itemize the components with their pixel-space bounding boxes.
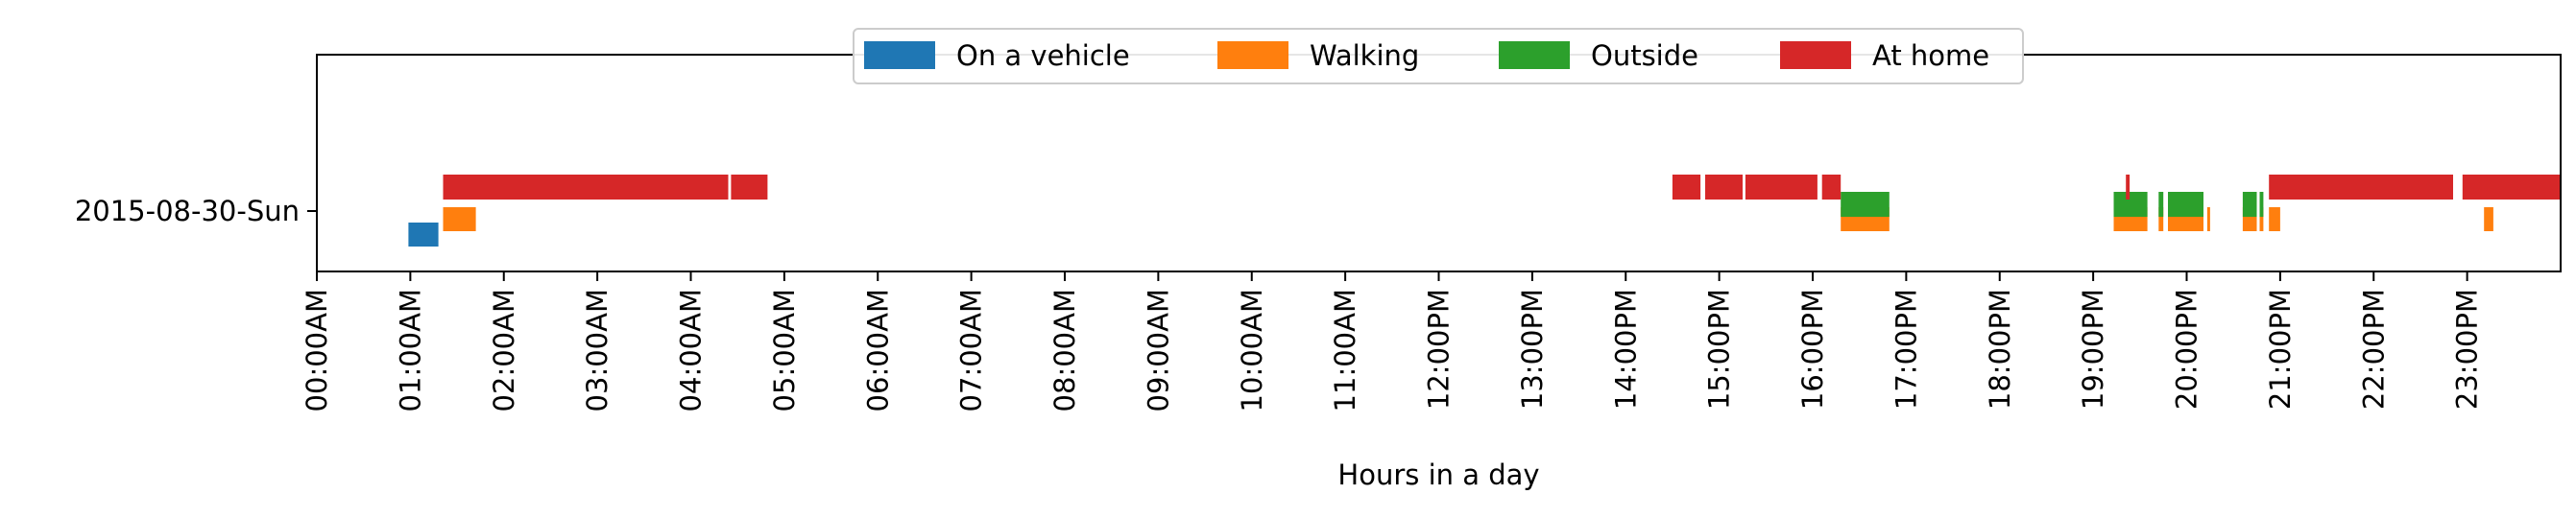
bar-at-home-5: [1821, 175, 1842, 200]
x-tick-label-2: 02:00AM: [488, 289, 520, 412]
bar-outside-0: [1841, 192, 1890, 217]
bar-at-home-4: [1745, 175, 1818, 200]
x-tick-label-18: 18:00PM: [1984, 289, 2016, 410]
x-tick-label-1: 01:00AM: [394, 289, 426, 412]
bar-at-home-8: [2462, 175, 2561, 200]
x-tick-label-0: 00:00AM: [301, 289, 333, 412]
bar-outside-2: [2158, 192, 2164, 217]
x-tick-label-15: 15:00PM: [1703, 289, 1736, 410]
legend: On a vehicle Walking Outside At home: [853, 28, 2024, 84]
x-tick-label-23: 23:00PM: [2451, 289, 2484, 410]
legend-swatch-1: [1217, 41, 1288, 69]
x-tick-label-20: 20:00PM: [2171, 289, 2203, 410]
bar-at-home-2: [1672, 175, 1701, 200]
legend-label-0: On a vehicle: [956, 39, 1130, 72]
x-tick-label-17: 17:00PM: [1890, 289, 1922, 410]
x-tick-label-3: 03:00AM: [581, 289, 614, 412]
x-tick-label-4: 04:00AM: [675, 289, 708, 412]
x-tick-label-9: 09:00AM: [1142, 289, 1174, 412]
bar-on-a-vehicle-0: [408, 223, 439, 247]
bar-walking-0: [443, 207, 476, 231]
legend-label-1: Walking: [1310, 39, 1419, 72]
legend-label-2: Outside: [1591, 39, 1698, 72]
bars-layer: [408, 175, 2561, 247]
bar-at-home-3: [1705, 175, 1743, 200]
legend-box: [853, 28, 2024, 84]
bar-walking-8: [2269, 207, 2280, 231]
legend-swatch-3: [1780, 41, 1851, 69]
bar-outside-1: [2113, 192, 2148, 217]
x-tick-label-14: 14:00PM: [1609, 289, 1642, 410]
x-tick-label-16: 16:00PM: [1796, 289, 1829, 410]
legend-swatch-2: [1499, 41, 1570, 69]
x-tick-label-8: 08:00AM: [1048, 289, 1081, 412]
x-tick-label-6: 06:00AM: [861, 289, 894, 412]
bar-outside-3: [2168, 192, 2203, 217]
x-tick-label-21: 21:00PM: [2264, 289, 2297, 410]
x-axis-title: Hours in a day: [1337, 459, 1539, 491]
bar-at-home-0: [443, 175, 729, 200]
x-tick-label-22: 22:00PM: [2357, 289, 2390, 410]
bar-walking-9: [2484, 207, 2493, 231]
y-axis: 2015-08-30-Sun: [75, 195, 317, 227]
bar-at-home-7: [2269, 175, 2453, 200]
x-tick-label-11: 11:00AM: [1329, 289, 1361, 412]
x-tick-label-13: 13:00PM: [1516, 289, 1549, 410]
bar-at-home-6: [2126, 175, 2131, 200]
x-tick-label-12: 12:00PM: [1423, 289, 1456, 410]
x-tick-label-10: 10:00AM: [1236, 289, 1268, 412]
bar-outside-5: [2259, 192, 2264, 217]
y-tick-label-0: 2015-08-30-Sun: [75, 195, 300, 227]
bar-walking-5: [2206, 207, 2210, 231]
legend-label-3: At home: [1872, 39, 1989, 72]
bar-walking-3: [2158, 207, 2164, 231]
x-tick-label-7: 07:00AM: [955, 289, 988, 412]
x-tick-label-5: 05:00AM: [768, 289, 801, 412]
x-axis: 00:00AM 01:00AM 02:00AM 03:00AM 04:00AM 05:00…: [301, 271, 2484, 412]
bar-at-home-1: [731, 175, 768, 200]
legend-swatch-0: [864, 41, 935, 69]
bar-walking-7: [2259, 207, 2264, 231]
x-tick-label-19: 19:00PM: [2077, 289, 2109, 410]
bar-outside-4: [2242, 192, 2257, 217]
